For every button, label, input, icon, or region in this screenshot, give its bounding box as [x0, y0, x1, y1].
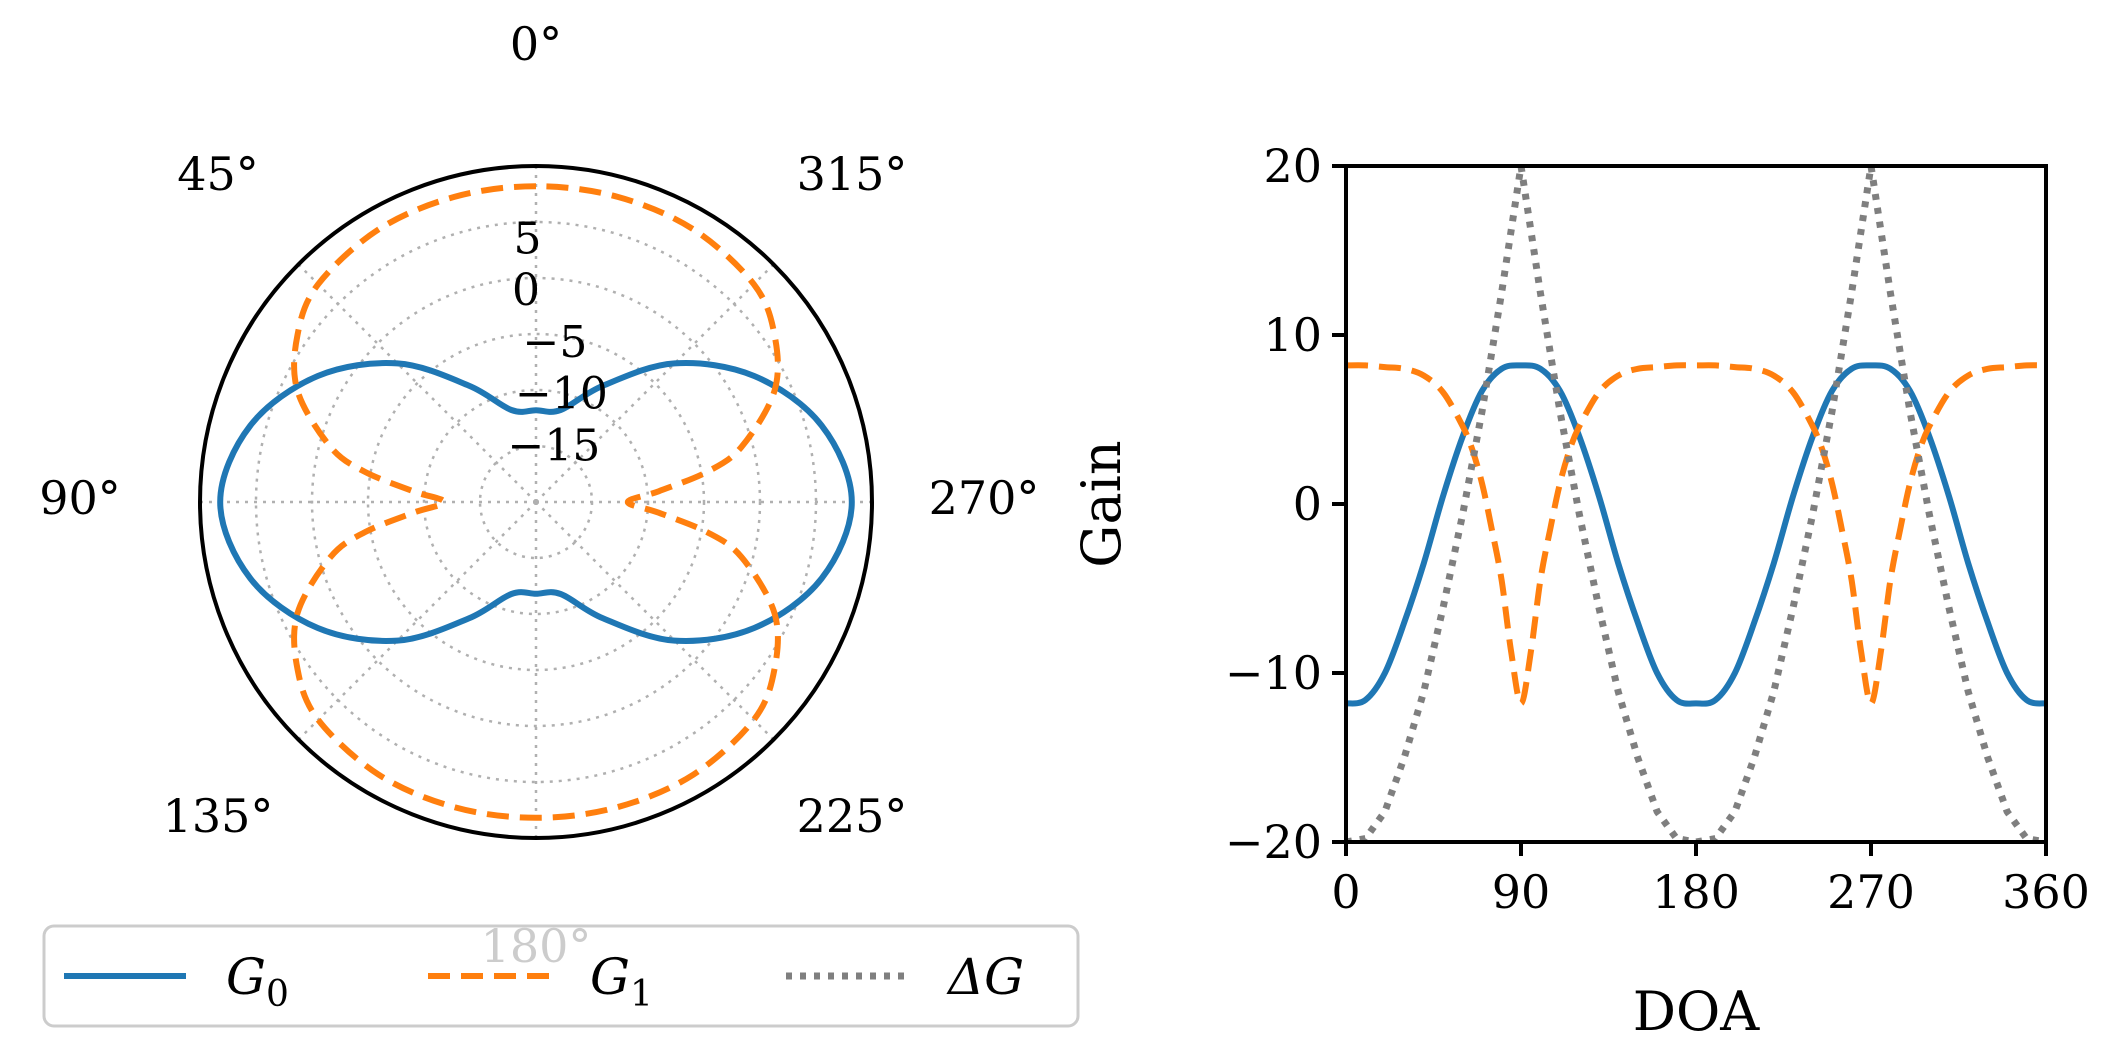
polar-grid-spoke [297, 501, 537, 741]
line-series-g1 [1346, 362, 2046, 707]
y-axis-ticks: −20 −10 0 10 20 [1225, 139, 1346, 869]
y-tick-label: 0 [1293, 477, 1322, 531]
legend: G0 G1 ΔG [42, 924, 1080, 1028]
legend-label: ΔG [946, 948, 1024, 1006]
x-tick-label: 180 [1652, 865, 1740, 919]
polar-radial-tick-label: −5 [523, 317, 588, 368]
polar-radial-tick-labels: −15−10−505 [508, 213, 608, 471]
x-axis-label: DOA [1633, 980, 1761, 1043]
polar-angle-tick-label: 45° [177, 147, 259, 201]
x-tick-label: 360 [2002, 865, 2090, 919]
legend-label: G0 [226, 948, 289, 1015]
legend-label: G1 [590, 948, 653, 1015]
polar-radial-tick-label: −10 [515, 369, 608, 420]
polar-grid-circle [366, 332, 706, 672]
polar-series-g0-line [217, 360, 855, 644]
polar-grid-circle [310, 276, 762, 728]
y-axis-label: Gain [1070, 440, 1133, 567]
y-tick-label: −20 [1225, 815, 1322, 869]
polar-angle-tick-label: 90° [39, 471, 121, 525]
polar-angle-tick-label: 0° [510, 17, 562, 71]
line-series-delta-g [1346, 166, 2046, 842]
y-tick-label: −10 [1225, 646, 1322, 700]
polar-series-g1-line [291, 183, 781, 821]
polar-radial-tick-label: 0 [512, 265, 540, 316]
line-series-g0 [1346, 362, 2046, 707]
polar-angle-tick-label: 315° [797, 147, 908, 201]
polar-angle-tick-label: 225° [797, 789, 908, 843]
x-tick-label: 270 [1827, 865, 1915, 919]
polar-angle-tick-labels: 0°45°90°135°180°225°270°315° [39, 17, 1039, 973]
line-chart: 0 90 180 270 360 −20 −10 0 10 20 DOA Gain [1070, 139, 2090, 1043]
line-series [1346, 166, 2046, 842]
polar-series [217, 183, 855, 821]
polar-grid-spoke [535, 501, 775, 741]
legend-box [42, 924, 1080, 1028]
y-tick-label: 10 [1263, 308, 1322, 362]
x-axis-ticks: 0 90 180 270 360 [1331, 842, 2090, 919]
polar-radial-tick-label: −15 [508, 420, 601, 471]
polar-angle-tick-label: 135° [163, 789, 274, 843]
polar-frame [198, 164, 874, 840]
polar-angle-tick-label: 270° [929, 471, 1040, 525]
polar-grid-circle [422, 388, 650, 616]
x-tick-label: 90 [1492, 865, 1551, 919]
polar-grid [200, 166, 872, 838]
polar-grid-spoke [297, 263, 537, 503]
polar-chart: −15−10−505 0°45°90°135°180°225°270°315° [39, 17, 1039, 973]
y-tick-label: 20 [1263, 139, 1322, 193]
plot-frame [1344, 164, 2048, 844]
polar-radial-tick-label: 5 [514, 213, 542, 264]
x-tick-label: 0 [1331, 865, 1360, 919]
polar-grid-spoke [535, 263, 775, 503]
